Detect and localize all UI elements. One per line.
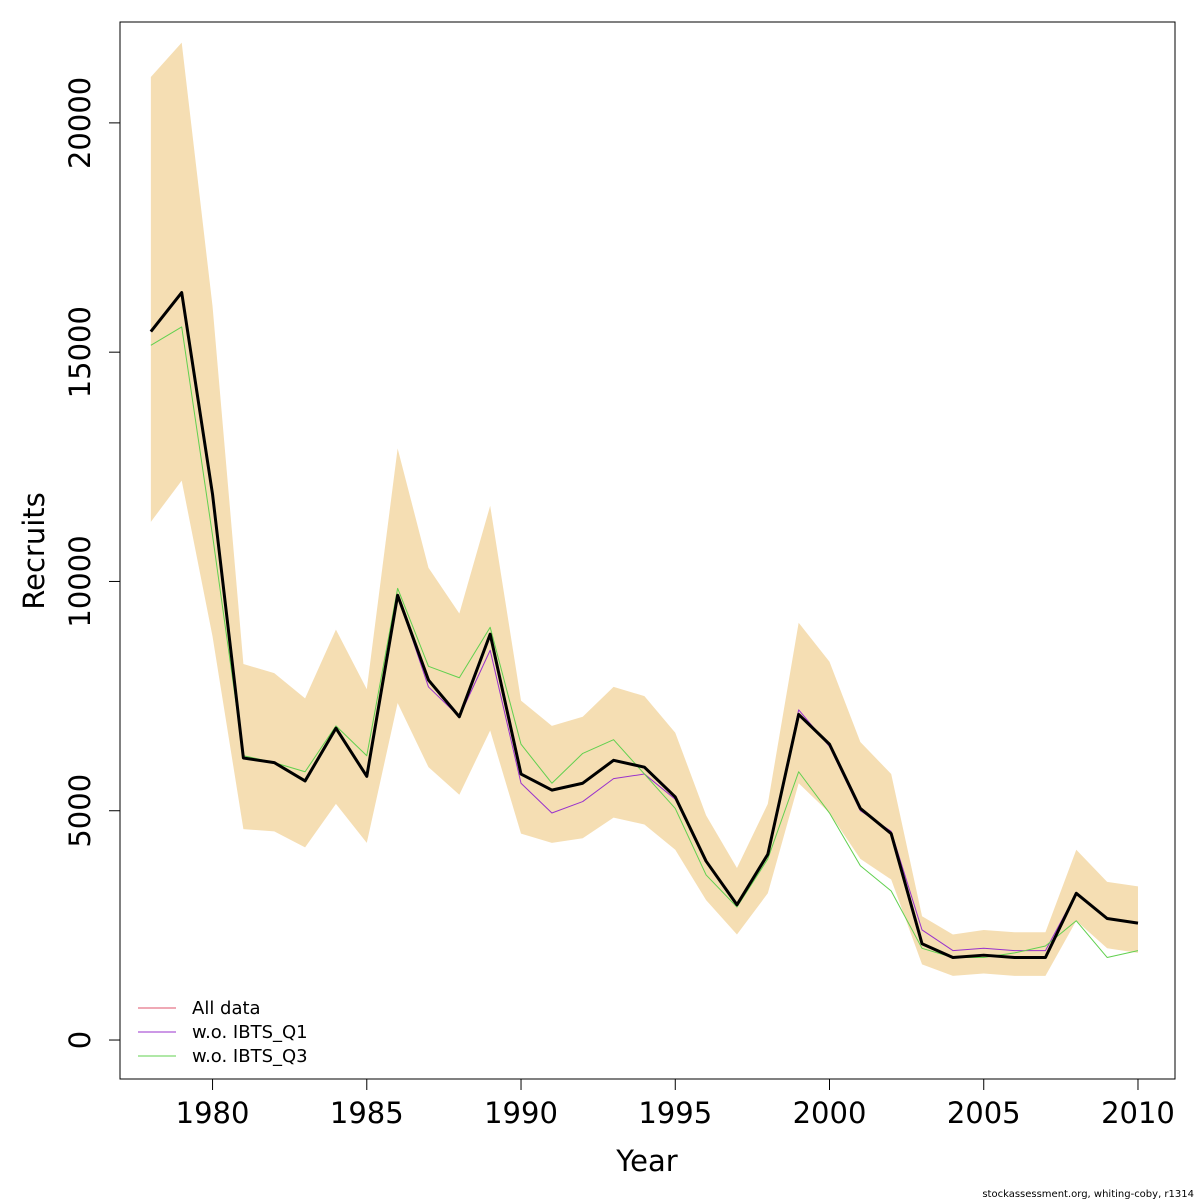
x-tick-label: 1980 [176, 1096, 250, 1130]
series-line-all-data [150, 292, 1139, 958]
legend: All data w.o. IBTS_Q1 w.o. IBTS_Q3 [138, 998, 308, 1067]
legend-label: w.o. IBTS_Q3 [192, 1046, 308, 1067]
y-axis-label: Recruits [17, 492, 51, 609]
legend-label: w.o. IBTS_Q1 [192, 1022, 308, 1043]
x-tick-label: 2005 [947, 1096, 1021, 1130]
confidence-band [150, 42, 1138, 976]
y-tick-label: 15000 [63, 306, 97, 398]
x-tick-label: 1995 [638, 1096, 712, 1130]
x-tick-label: 2010 [1101, 1096, 1175, 1130]
x-axis: 1980 1985 1990 1995 2000 2005 2010 [176, 1078, 1175, 1130]
series-line-w-o-ibts-q3 [150, 326, 1139, 958]
x-tick-label: 1990 [484, 1096, 558, 1130]
y-tick-label: 0 [63, 1031, 97, 1049]
series-layer [149, 291, 1139, 959]
series-line-w-o-ibts-q1 [150, 292, 1139, 952]
y-tick-label: 20000 [63, 77, 97, 169]
series-line-estimate-3 [149, 291, 1139, 959]
y-tick-label: 5000 [63, 774, 97, 848]
x-axis-label: Year [615, 1144, 677, 1178]
credit-text: stockassessment.org, whiting-coby, r1314 [982, 1189, 1194, 1200]
y-tick-label: 10000 [63, 535, 97, 627]
confidence-band-layer [150, 42, 1138, 976]
legend-label: All data [192, 998, 261, 1019]
y-axis: 0 5000 10000 15000 20000 [63, 77, 121, 1049]
x-tick-label: 1985 [330, 1096, 404, 1130]
x-tick-label: 2000 [793, 1096, 867, 1130]
plot-frame [119, 21, 1176, 1080]
